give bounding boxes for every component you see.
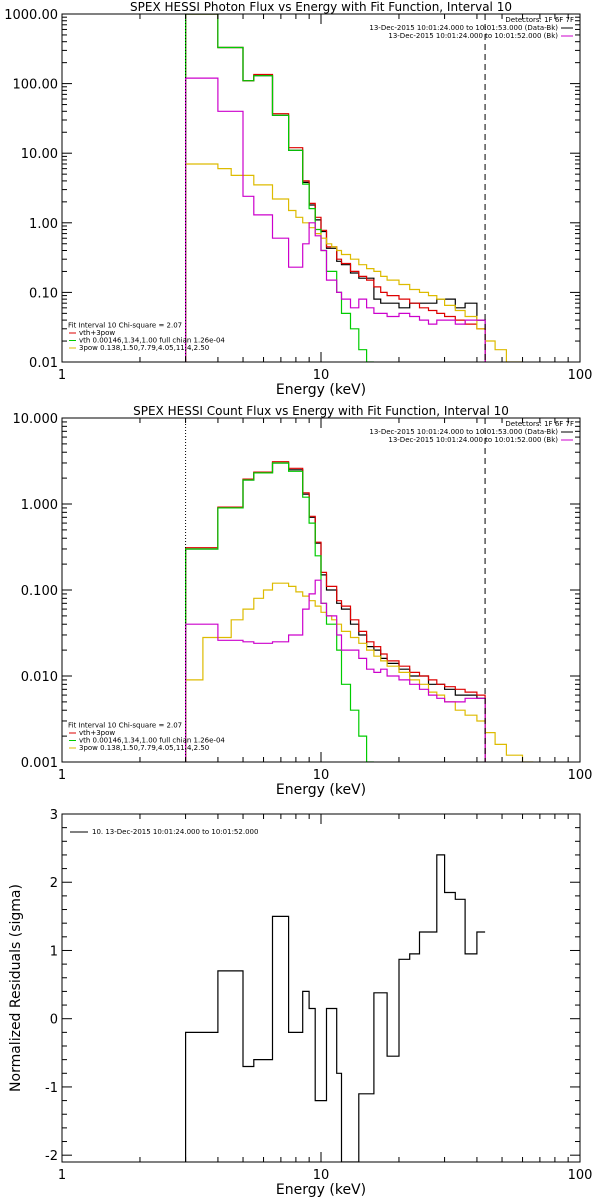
y-tick-label: 1.000 (21, 498, 58, 513)
series-0-line (185, 854, 486, 1162)
legend-top-entry: 10. 13-Dec-2015 10:01:24.000 to 10:01:52… (92, 828, 258, 836)
legend-top-entry: 13-Dec-2015 10:01:24.000 to 10:01:52.000… (388, 436, 558, 444)
series-3-line (185, 582, 534, 762)
legend-top-entry: 13-Dec-2015 10:01:24.000 to 10:01:53.000… (369, 428, 558, 436)
axes-frame (61, 13, 581, 363)
chart-title: SPEX HESSI Count Flux vs Energy with Fit… (133, 404, 509, 418)
series-4-line (185, 77, 486, 362)
count-flux-panel: SPEX HESSI Count Flux vs Energy with Fit… (13, 404, 593, 798)
series-2-line (185, 462, 374, 762)
series-4-line (185, 579, 486, 762)
series-2-line (185, 14, 374, 362)
x-axis-label: Energy (keV) (276, 782, 366, 798)
series-0-line (185, 14, 486, 362)
series-3-line (185, 163, 523, 362)
legend-top-entry: Detectors: 1F 6F 7F (505, 420, 574, 428)
y-tick-label: 100.00 (13, 78, 59, 93)
legend-top-entry: 13-Dec-2015 10:01:24.000 to 10:01:53.000… (369, 24, 558, 32)
residuals-panel: 1 10 100 -2 -1 0 1 2 3 Energy (keV) Normalized Res… (8, 808, 592, 1198)
x-tick-label: 10 (313, 368, 330, 383)
y-tick-label: 0.10 (29, 286, 58, 301)
series-1-line (185, 14, 486, 362)
y-tick-label: 3 (50, 808, 58, 823)
x-tick-label: 100 (568, 768, 593, 783)
y-tick-label: -2 (45, 1149, 58, 1164)
y-tick-label: -1 (45, 1081, 58, 1096)
legend-top-entry: Detectors: 1F 6F 7F (505, 16, 574, 24)
x-tick-label: 1 (58, 368, 66, 383)
axes-frame (61, 813, 581, 1163)
x-tick-label: 1 (58, 768, 66, 783)
legend-top-entry: 13-Dec-2015 10:01:24.000 to 10:01:52.000… (388, 32, 558, 40)
legend-bottom-entry: 3pow 0.138,1.50,7.79,4.05,11.4,2.50 (79, 744, 209, 752)
y-tick-label: 10.000 (13, 412, 59, 427)
chart-title: SPEX HESSI Photon Flux vs Energy with Fi… (130, 0, 512, 14)
legend-bottom-entry: Fit Interval 10 Chi-square = 2.07 (68, 722, 182, 730)
plot-area (185, 854, 486, 1162)
y-tick-label: 10.00 (21, 147, 58, 162)
y-tick-label: 1000.00 (4, 8, 58, 23)
x-tick-label: 10 (313, 1168, 330, 1183)
x-tick-label: 10 (313, 768, 330, 783)
y-tick-label: 0.100 (21, 584, 58, 599)
y-tick-label: 0.01 (29, 356, 58, 371)
y-tick-label: 0.010 (21, 670, 58, 685)
x-tick-label: 100 (568, 1168, 593, 1183)
y-tick-label: 1.00 (29, 217, 58, 232)
x-axis-label: Energy (keV) (276, 1182, 366, 1198)
y-tick-label: 0.001 (21, 756, 58, 771)
plot-area (185, 14, 523, 362)
y-tick-label: 2 (50, 876, 58, 891)
legend-bottom-entry: vth+3pow (79, 729, 115, 737)
photon-flux-panel: SPEX HESSI Photon Flux vs Energy with Fi… (4, 0, 592, 398)
plot-area (185, 461, 534, 762)
y-axis-label: Normalized Residuals (sigma) (8, 884, 24, 1092)
x-tick-label: 100 (568, 368, 593, 383)
legend-bottom-entry: vth+3pow (79, 329, 115, 337)
series-1-line (185, 461, 486, 762)
x-axis-label: Energy (keV) (276, 382, 366, 398)
legend-bottom-entry: 3pow 0.138,1.50,7.79,4.05,11.4,2.50 (79, 344, 209, 352)
y-tick-label: 0 (50, 1013, 58, 1028)
x-tick-label: 1 (58, 1168, 66, 1183)
legend-bottom-entry: vth 0.00146,1.34,1.00 full chian 1.26e-0… (79, 337, 225, 345)
y-tick-label: 1 (50, 944, 58, 959)
legend-bottom-entry: Fit Interval 10 Chi-square = 2.07 (68, 322, 182, 330)
legend-bottom-entry: vth 0.00146,1.34,1.00 full chian 1.26e-0… (79, 737, 225, 745)
